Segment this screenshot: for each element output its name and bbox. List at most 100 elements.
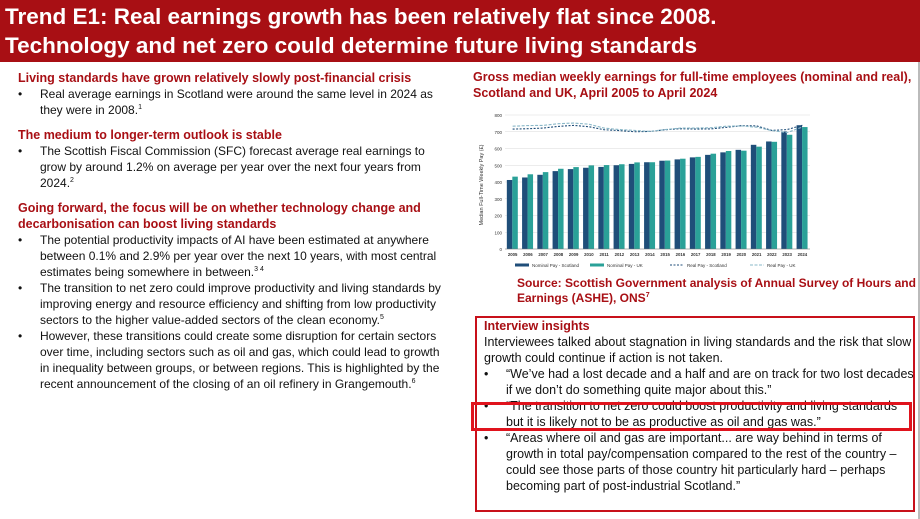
bar-nominal-uk [741, 150, 747, 249]
bar-nominal-scotland [766, 141, 772, 249]
bar-nominal-uk [786, 134, 793, 249]
chart-x-tick-label: 2011 [599, 252, 609, 257]
chart-x-tick-label: 2022 [767, 252, 777, 257]
footnote-ref[interactable]: 2 [70, 177, 74, 184]
bar-nominal-scotland [613, 165, 620, 249]
chart-y-tick-label: 100 [494, 230, 502, 235]
section-heading-living-standards: Living standards have grown relatively s… [18, 71, 412, 85]
bar-nominal-uk [771, 141, 778, 249]
line-real-uk [512, 122, 803, 134]
bar-nominal-scotland [506, 179, 513, 249]
legend-swatch [590, 263, 604, 267]
chart-y-axis-label: Median Full-Time Weekly Pay (£) [479, 144, 485, 225]
chart-x-tick-label: 2008 [554, 252, 564, 257]
source-text: Source: Scottish Government analysis of … [517, 276, 916, 305]
chart-x-tick-label: 2013 [630, 252, 640, 257]
chart-x-tick-label: 2015 [660, 252, 670, 257]
bar-nominal-scotland [659, 160, 665, 249]
interview-insights-box [475, 316, 915, 512]
bar-nominal-uk [725, 151, 732, 249]
page-title-line-1: Trend E1: Real earnings growth has been … [5, 4, 717, 29]
bullet-sfc-forecast: The Scottish Fiscal Commission (SFC) for… [18, 143, 448, 191]
bar-nominal-uk [619, 164, 625, 249]
legend-label: Nominal Pay - UK [607, 263, 643, 268]
title-banner: Trend E1: Real earnings growth has been … [0, 0, 920, 62]
quote-oil-gas-areas: “Areas where oil and gas are important..… [484, 430, 914, 494]
bar-nominal-uk [634, 162, 640, 249]
legend-label: Real Pay - UK [767, 263, 796, 268]
footnote-ref[interactable]: 6 [411, 378, 416, 385]
bar-nominal-scotland [720, 152, 726, 249]
chart-x-tick-label: 2009 [569, 252, 579, 257]
bar-nominal-scotland [735, 149, 742, 249]
legend-label: Nominal Pay - Scotland [532, 263, 580, 268]
chart-x-tick-label: 2005 [508, 252, 518, 257]
bar-nominal-uk [802, 127, 808, 249]
page-title-line-2: Technology and net zero could determine … [5, 33, 698, 58]
legend-label: Real Pay - Scotland [687, 263, 727, 268]
chart-x-tick-label: 2021 [752, 252, 762, 257]
bar-nominal-scotland [628, 163, 635, 249]
highlight-box [471, 402, 912, 431]
bar-nominal-uk [573, 167, 579, 249]
chart-x-tick-label: 2007 [538, 252, 548, 257]
interview-intro: Interviewees talked about stagnation in … [484, 335, 912, 365]
footnote-ref[interactable]: 3 4 [254, 266, 264, 273]
bar-nominal-scotland [537, 174, 543, 249]
chart-title: Gross median weekly earnings for full-ti… [473, 70, 912, 100]
left-column: Living standards have grown relatively s… [18, 70, 448, 392]
chart-x-tick-label: 2017 [691, 252, 701, 257]
chart-x-tick-label: 2012 [615, 252, 625, 257]
bar-nominal-scotland [750, 144, 757, 249]
quote-lost-decade: “We’ve had a lost decade and a half and … [484, 366, 914, 398]
chart-y-tick-label: 300 [494, 197, 502, 202]
legend-swatch [515, 263, 529, 267]
bar-nominal-uk [588, 165, 595, 249]
chart-y-tick-label: 500 [494, 163, 502, 168]
bar-nominal-scotland [781, 131, 787, 249]
chart-x-tick-label: 2018 [706, 252, 716, 257]
chart-y-tick-label: 400 [494, 180, 502, 185]
bar-nominal-uk [603, 165, 610, 249]
chart-x-tick-label: 2024 [798, 252, 808, 257]
footnote-ref[interactable]: 5 [379, 314, 384, 321]
right-edge-divider [918, 62, 920, 519]
interview-heading: Interview insights [484, 319, 590, 333]
footnote-ref[interactable]: 1 [138, 104, 142, 111]
bar-nominal-uk [756, 146, 762, 249]
footnote-ref[interactable]: 7 [645, 292, 650, 299]
chart-x-tick-label: 2016 [676, 252, 686, 257]
chart-y-tick-label: 700 [494, 130, 502, 135]
bullet-text: The potential productivity impacts of AI… [40, 233, 437, 279]
bar-nominal-uk [512, 176, 518, 249]
chart-y-tick-label: 200 [494, 214, 502, 219]
earnings-chart: Median Full-Time Weekly Pay (£) 0 100 200 3… [475, 107, 815, 277]
bullet-text: The Scottish Fiscal Commission (SFC) for… [40, 144, 425, 190]
bar-nominal-scotland [705, 154, 711, 249]
bullet-ai-productivity: The potential productivity impacts of AI… [18, 232, 448, 280]
bar-nominal-scotland [796, 125, 803, 249]
bar-nominal-scotland [567, 169, 574, 249]
bar-nominal-uk [542, 172, 549, 249]
bar-nominal-scotland [598, 166, 604, 249]
bar-nominal-scotland [689, 157, 696, 249]
bar-nominal-scotland [522, 177, 528, 249]
bullet-disruption: However, these transitions could create … [18, 328, 448, 392]
chart-x-tick-label: 2014 [645, 252, 655, 257]
chart-x-tick-label: 2023 [782, 252, 792, 257]
bar-nominal-scotland [644, 162, 650, 249]
bar-nominal-scotland [583, 167, 589, 249]
bar-nominal-scotland [552, 171, 559, 249]
bar-nominal-uk [695, 156, 701, 249]
bar-nominal-uk [649, 162, 656, 249]
chart-y-tick-label: 0 [499, 247, 502, 252]
chart-y-tick-label: 800 [494, 113, 502, 118]
bullet-text: The transition to net zero could improve… [40, 281, 441, 327]
bar-nominal-scotland [674, 159, 681, 249]
bar-nominal-uk [680, 158, 686, 249]
chart-y-tick-label: 600 [494, 147, 502, 152]
section-heading-going-forward: Going forward, the focus will be on whet… [18, 201, 421, 231]
bullet-text: Real average earnings in Scotland were a… [40, 87, 433, 117]
chart-x-tick-label: 2020 [737, 252, 747, 257]
bar-nominal-uk [527, 174, 534, 249]
